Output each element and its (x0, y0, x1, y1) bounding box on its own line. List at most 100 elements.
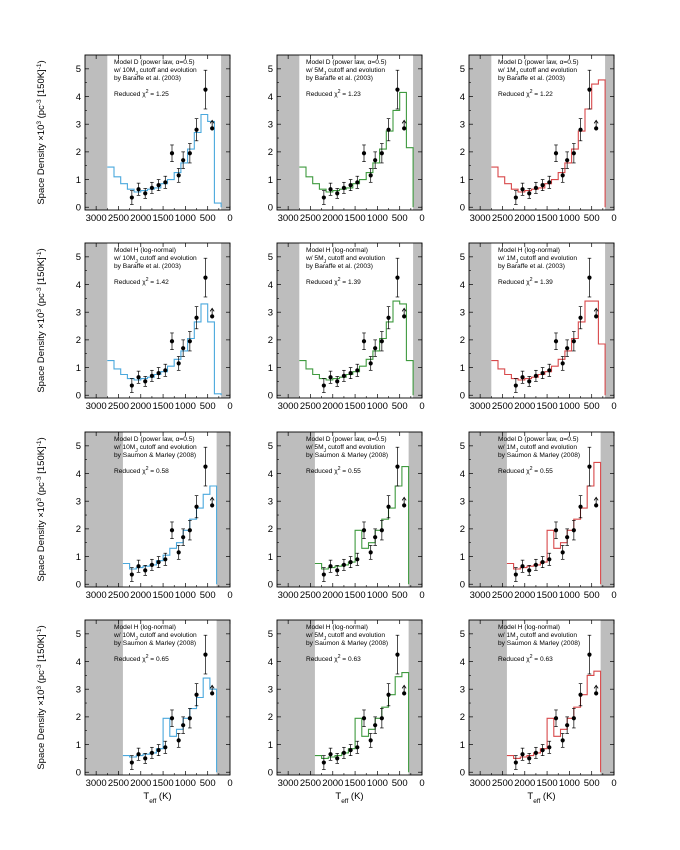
y-tick-label: 3 (268, 307, 273, 318)
panel-4-3: 3000 2500 2000 1500 1000 500 0 0 1 2 3 4 5 Model H (l… (460, 619, 617, 789)
model-title: Model H (log-normal) (306, 624, 368, 631)
model-cutoff: w/ 10MJ cutoff and evolution (113, 67, 197, 77)
data-point (136, 187, 141, 192)
y-tick-label: 5 (460, 64, 465, 75)
data-point (194, 504, 199, 509)
y-tick-label: 4 (460, 469, 465, 480)
model-reference: by Baraffe et al. (2003) (306, 263, 373, 270)
data-point (194, 127, 199, 132)
x-tick-label: 2500 (492, 213, 513, 224)
model-cutoff: w/ 5MJ cutoff and evolution (305, 632, 385, 642)
x-tick-label: 3000 (470, 401, 491, 412)
x-tick-label: 0 (611, 778, 616, 789)
data-point (176, 173, 181, 178)
x-tick-label: 2000 (130, 778, 151, 789)
lower-limit-arrowhead (401, 119, 407, 124)
x-tick-label: 1000 (367, 213, 388, 224)
data-point (321, 760, 326, 765)
x-tick-label: 1000 (175, 401, 196, 412)
data-point (361, 151, 367, 156)
data-point (163, 557, 168, 562)
data-point (373, 158, 378, 163)
y-tick-label: 4 (460, 92, 465, 103)
x-tick-label: 500 (200, 401, 216, 412)
lower-limit-arrowhead (401, 307, 407, 312)
shaded-region-right (605, 55, 614, 210)
y-tick-label: 2 (268, 147, 273, 158)
y-tick-label: 5 (268, 629, 273, 640)
x-tick-label: 500 (584, 401, 600, 412)
data-point (379, 528, 384, 533)
data-point (553, 151, 559, 156)
data-point (520, 187, 525, 192)
reduced-chi2: Reduced χ2 = 0.55 (498, 466, 553, 475)
data-point (129, 383, 134, 388)
panel-1-2: 3000 2500 2000 1500 1000 500 0 0 1 2 3 4 5 Model D (p… (268, 54, 425, 224)
data-point (156, 182, 161, 188)
y-tick-label: 4 (76, 657, 81, 668)
model-reference: by Saumon & Marley (2008) (498, 452, 580, 459)
data-point (136, 564, 141, 569)
data-point (565, 158, 570, 163)
y-tick-label: 4 (76, 469, 81, 480)
data-point (210, 691, 215, 696)
lower-limit-arrowhead (593, 119, 599, 124)
data-point (520, 752, 525, 757)
reduced-chi2: Reduced χ2 = 1.42 (114, 277, 169, 286)
data-point (513, 760, 518, 765)
x-tick-label: 3000 (278, 778, 299, 789)
data-point (149, 750, 155, 755)
shaded-region-left (85, 243, 108, 398)
lower-limit-arrowhead (593, 496, 599, 501)
data-point (321, 383, 326, 388)
y-tick-label: 2 (268, 524, 273, 535)
x-tick-label: 3000 (278, 401, 299, 412)
y-tick-label: 2 (268, 712, 273, 723)
data-point (143, 191, 148, 196)
data-point (578, 692, 583, 697)
shaded-region-right (216, 620, 230, 775)
data-point (355, 368, 360, 373)
model-reference: by Baraffe et al. (2003) (498, 263, 565, 270)
axes-frame (276, 54, 423, 211)
data-point (156, 559, 161, 565)
x-tick-label: 1000 (559, 590, 580, 601)
y-tick-label: 2 (460, 524, 465, 535)
x-tick-label: 0 (611, 590, 616, 601)
x-tick-label: 1000 (175, 590, 196, 601)
axes-frame (468, 619, 615, 776)
x-tick-label: 1500 (537, 213, 558, 224)
x-tick-label: 3000 (86, 213, 107, 224)
panel-1-3: 3000 2500 2000 1500 1000 500 0 0 1 2 3 4 5 Model D (p… (460, 54, 617, 224)
data-point (194, 692, 199, 697)
shaded-region-left (469, 243, 492, 398)
model-reference: by Baraffe et al. (2003) (114, 75, 181, 82)
data-point (321, 195, 326, 200)
lower-limit-arrowhead (401, 684, 407, 689)
axes-frame (468, 54, 615, 211)
x-tick-label: 2000 (130, 401, 151, 412)
data-point (379, 339, 384, 344)
y-tick-label: 1 (76, 740, 81, 751)
data-point (587, 464, 592, 469)
x-tick-label: 1000 (559, 213, 580, 224)
reduced-chi2: Reduced χ2 = 1.25 (114, 89, 169, 98)
y-tick-label: 2 (460, 335, 465, 346)
model-histogram (122, 485, 218, 585)
data-point (527, 379, 532, 384)
reduced-chi2: Reduced χ2 = 1.39 (498, 277, 553, 286)
data-point (368, 173, 373, 178)
shaded-region-right (600, 620, 614, 775)
shaded-region-right (600, 432, 614, 587)
model-reference: by Saumon & Marley (2008) (114, 640, 196, 647)
model-reference: by Baraffe et al. (2003) (114, 263, 181, 270)
y-tick-label: 1 (76, 175, 81, 186)
x-tick-label: 500 (392, 213, 408, 224)
panel-3-3: 3000 2500 2000 1500 1000 500 0 0 1 2 3 4 5 Model D (p… (460, 431, 617, 601)
y-tick-label: 3 (460, 684, 465, 695)
y-tick-label: 3 (76, 684, 81, 695)
y-tick-label: 5 (76, 64, 81, 75)
y-tick-label: 1 (460, 175, 465, 186)
data-point (328, 187, 333, 192)
shaded-region-left (277, 55, 300, 210)
